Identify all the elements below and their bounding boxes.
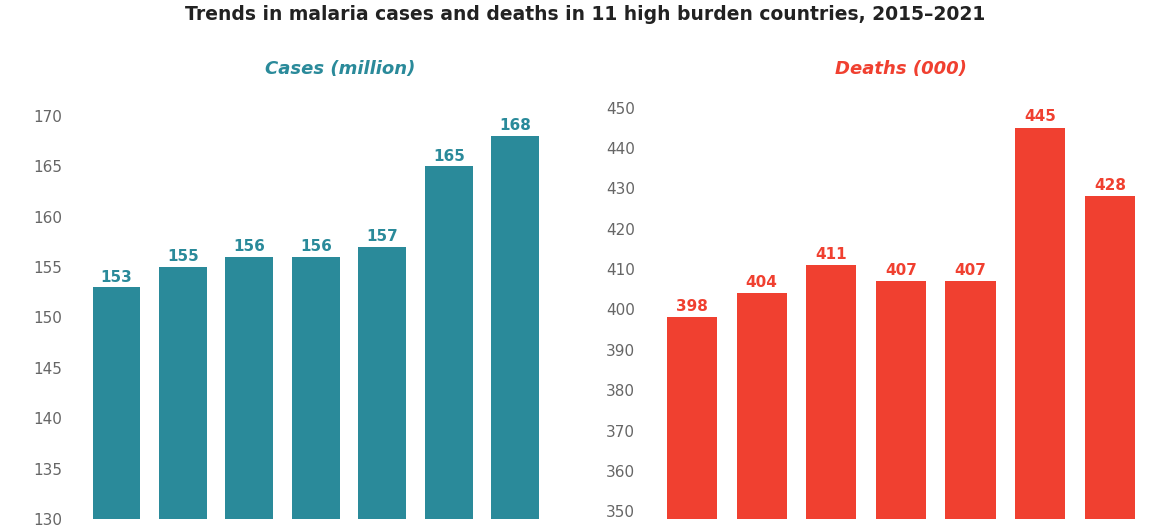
Bar <box>226 257 274 519</box>
Text: 428: 428 <box>1094 178 1126 193</box>
Text: 165: 165 <box>433 148 464 164</box>
Bar <box>667 317 717 519</box>
Text: Cases (million): Cases (million) <box>266 60 415 78</box>
Bar <box>945 281 996 519</box>
Bar <box>876 281 925 519</box>
Text: 407: 407 <box>885 263 917 278</box>
Text: 398: 398 <box>676 299 708 314</box>
Bar <box>425 166 473 519</box>
Bar <box>491 136 539 519</box>
Text: 168: 168 <box>500 118 531 133</box>
Text: 156: 156 <box>234 240 266 254</box>
Text: Deaths (000): Deaths (000) <box>835 60 966 78</box>
Bar <box>292 257 339 519</box>
Text: 407: 407 <box>955 263 986 278</box>
Text: 156: 156 <box>300 240 332 254</box>
Bar <box>159 267 207 519</box>
Text: 155: 155 <box>167 250 199 264</box>
Bar <box>358 247 406 519</box>
Bar <box>737 293 786 519</box>
Bar <box>806 265 856 519</box>
Text: 411: 411 <box>815 247 847 262</box>
Text: 157: 157 <box>366 229 398 244</box>
Bar <box>1016 128 1065 519</box>
Text: Trends in malaria cases and deaths in 11 high burden countries, 2015–2021: Trends in malaria cases and deaths in 11… <box>185 5 985 24</box>
Text: 153: 153 <box>101 270 132 285</box>
Bar <box>1085 196 1135 519</box>
Text: 404: 404 <box>745 275 778 290</box>
Bar <box>92 287 140 519</box>
Text: 445: 445 <box>1024 110 1057 125</box>
